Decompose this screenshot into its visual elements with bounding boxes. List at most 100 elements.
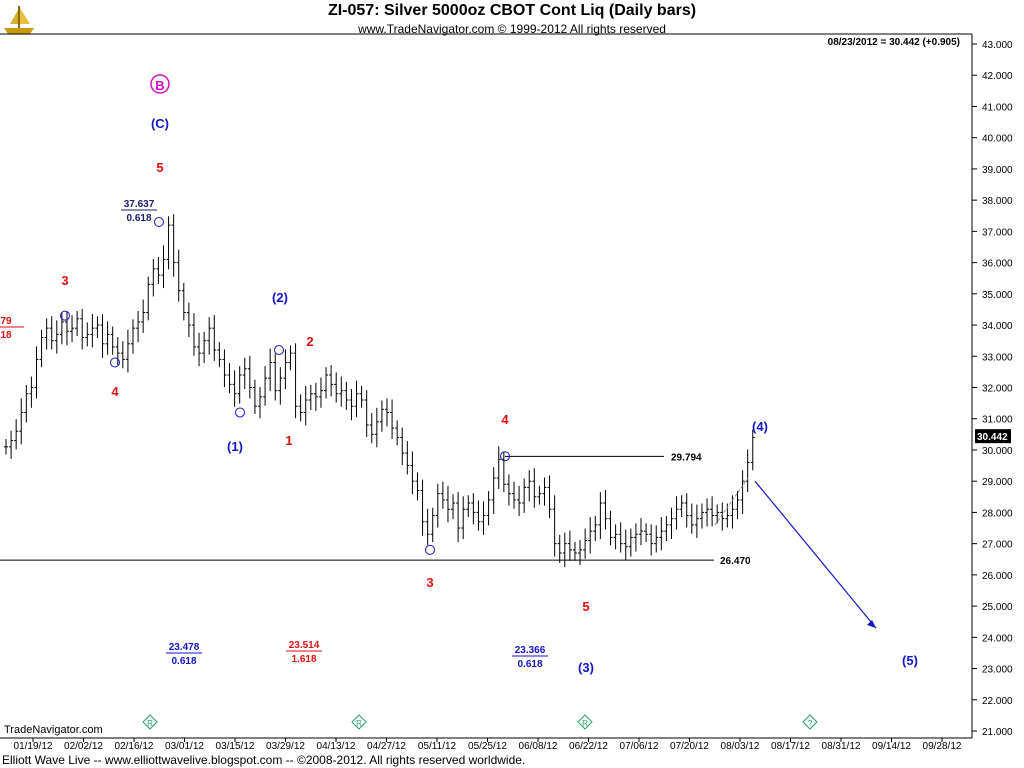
y-tick-label: 23.000 — [982, 665, 1013, 676]
ohlc-bar — [466, 495, 471, 518]
x-tick-label: 08/17/12 — [771, 741, 810, 752]
ohlc-bar — [54, 320, 59, 354]
x-tick-label: 08/31/12 — [822, 741, 861, 752]
ohlc-bar — [374, 407, 379, 448]
event-diamond — [577, 714, 593, 730]
pivot-circle — [425, 544, 435, 555]
x-tick-label: 03/15/12 — [216, 741, 255, 752]
ohlc-bar — [501, 451, 506, 493]
ohlc-bar — [151, 258, 156, 297]
ohlc-bar — [64, 310, 69, 346]
fib-level-value: 23.366 — [515, 645, 546, 656]
pivot-circle — [235, 407, 245, 418]
ohlc-bar — [608, 510, 613, 546]
event-marker-icon: R — [351, 714, 367, 730]
ohlc-bar — [318, 377, 323, 408]
ohlc-bar — [593, 516, 598, 542]
ohlc-bar — [400, 427, 405, 466]
ohlc-bar — [491, 467, 496, 514]
last-quote: 08/23/2012 = 30.442 (+0.905) — [827, 37, 960, 48]
ohlc-bar — [603, 490, 608, 530]
ohlc-bar — [425, 508, 430, 546]
ohlc-bar — [552, 495, 557, 557]
ohlc-bar — [339, 376, 344, 407]
pivot-circle — [500, 451, 510, 462]
pivot-circle — [274, 345, 284, 356]
y-tick-label: 33.000 — [982, 352, 1013, 363]
last-price-box — [975, 429, 1011, 444]
ohlc-bar — [324, 367, 329, 399]
event-marker-letter: R — [356, 719, 362, 728]
ohlc-bar — [283, 349, 288, 390]
wave-label: 5 — [582, 599, 589, 614]
wave-label: 3 — [426, 575, 433, 590]
event-marker-icon: ? — [802, 714, 818, 730]
wave-label: 3 — [61, 273, 68, 288]
ohlc-bar — [623, 529, 628, 560]
ohlc-bar — [532, 468, 537, 508]
ohlc-bar — [461, 496, 466, 539]
ohlc-bar — [644, 523, 649, 543]
ohlc-bar — [186, 302, 191, 338]
ohlc-bar — [80, 308, 85, 350]
ohlc-bar — [227, 363, 232, 394]
ohlc-bar — [715, 504, 720, 524]
y-tick-label: 29.000 — [982, 477, 1013, 488]
ohlc-bar — [181, 282, 186, 321]
ohlc-bar — [415, 472, 420, 501]
y-tick-label: 39.000 — [982, 165, 1013, 176]
ohlc-bar — [598, 492, 603, 539]
event-marker-icon: R — [577, 714, 593, 730]
wave-label: 2 — [306, 334, 313, 349]
ohlc-bar — [649, 524, 654, 556]
fib-level-ratio: 0.618 — [126, 213, 151, 224]
y-tick-label: 41.000 — [982, 102, 1013, 113]
ohlc-bar — [440, 481, 445, 509]
ohlc-bar — [252, 379, 257, 415]
ohlc-bar — [125, 329, 130, 373]
fib-level-ratio: 0.618 — [517, 659, 542, 670]
wave-label: 1 — [285, 433, 292, 448]
ohlc-bar — [75, 310, 80, 336]
wave-label: (5) — [902, 653, 918, 668]
hline-label: 26.470 — [720, 556, 751, 567]
x-tick-label: 07/20/12 — [670, 741, 709, 752]
ohlc-bar — [740, 470, 745, 514]
pivot-circle — [60, 310, 70, 321]
x-tick-label: 09/14/12 — [872, 741, 911, 752]
x-tick-label: 09/28/12 — [923, 741, 962, 752]
y-tick-label: 37.000 — [982, 227, 1013, 238]
ohlc-bar — [85, 322, 90, 347]
chart-title: ZI-057: Silver 5000oz CBOT Cont Liq (Dai… — [327, 2, 697, 19]
ohlc-bar — [263, 366, 268, 406]
ohlc-bar — [694, 504, 699, 538]
ohlc-bar — [313, 382, 318, 411]
ohlc-bar — [191, 313, 196, 356]
ohlc-bar — [679, 495, 684, 518]
ohlc-bar — [567, 530, 572, 561]
pivot-circle — [110, 357, 120, 368]
y-tick-label: 30.000 — [982, 446, 1013, 457]
ohlc-bar — [171, 214, 176, 277]
ohlc-bar — [19, 398, 24, 445]
ohlc-bar — [390, 399, 395, 440]
ohlc-bar — [90, 314, 95, 348]
ohlc-bar — [197, 332, 202, 367]
event-marker-letter: R — [147, 719, 153, 728]
ohlc-bar — [268, 348, 273, 392]
ohlc-bar — [161, 245, 166, 289]
ohlc-bar — [369, 413, 374, 444]
ohlc-bar — [293, 343, 298, 419]
ohlc-bar — [588, 517, 593, 554]
ohlc-bar — [710, 496, 715, 527]
fib-level-value: 79 — [0, 316, 12, 327]
wave-label: (4) — [752, 419, 768, 434]
ohlc-bar — [329, 365, 334, 397]
x-tick-label: 02/02/12 — [64, 741, 103, 752]
ohlc-bar — [522, 478, 527, 513]
ohlc-bar — [308, 384, 313, 410]
ohlc-bar — [354, 380, 359, 418]
ohlc-bar — [689, 503, 694, 534]
y-tick-label: 40.000 — [982, 134, 1013, 145]
ohlc-bar — [669, 507, 674, 539]
